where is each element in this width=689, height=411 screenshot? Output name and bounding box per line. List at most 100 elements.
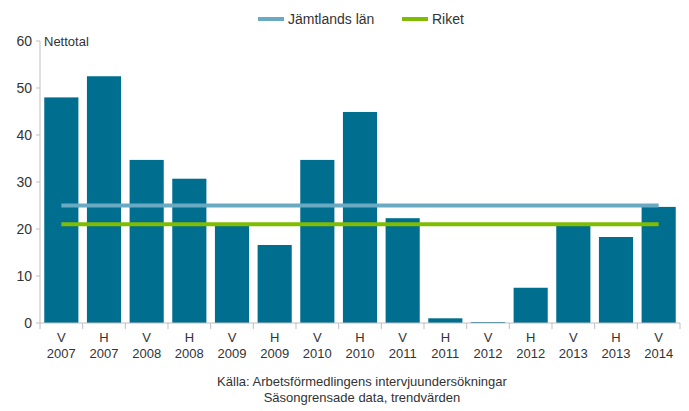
- reference-line: [61, 222, 658, 226]
- bar: [386, 218, 420, 323]
- x-separator: [296, 323, 297, 329]
- x-tick-label-line: 2014: [644, 346, 673, 361]
- x-tick-label-line: 2009: [218, 346, 247, 361]
- source-note: Säsongrensade data, trendvärden: [264, 390, 461, 405]
- x-axis: [40, 323, 680, 324]
- x-tick-label-line: H: [526, 330, 535, 345]
- x-tick-label-line: 2012: [516, 346, 545, 361]
- x-separator: [125, 323, 126, 329]
- bar: [556, 225, 590, 323]
- x-tick-label-line: V: [142, 330, 151, 345]
- x-tick-label: V2010: [303, 330, 332, 361]
- x-tick-label-line: 2008: [175, 346, 204, 361]
- x-tick-label-line: H: [270, 330, 279, 345]
- x-tick-label: H2013: [602, 330, 631, 361]
- x-tick-label-line: H: [355, 330, 364, 345]
- x-tick-label: V2008: [132, 330, 161, 361]
- bar: [514, 288, 548, 323]
- y-tick: [36, 182, 40, 183]
- x-tick-label-line: 2011: [389, 346, 417, 361]
- x-tick-label: H2009: [260, 330, 289, 361]
- x-tick-label: H2007: [90, 330, 119, 361]
- bar: [599, 237, 633, 323]
- x-tick-label-line: H: [99, 330, 108, 345]
- x-tick-label: V2013: [559, 330, 588, 361]
- y-tick-label: 10: [16, 268, 32, 284]
- x-tick-label-line: V: [228, 330, 237, 345]
- x-tick-label-line: 2011: [431, 346, 459, 361]
- y-axis-label: Nettotal: [44, 34, 89, 49]
- x-tick-label-line: 2010: [303, 346, 332, 361]
- y-tick: [36, 323, 40, 324]
- y-tick-label: 30: [16, 174, 32, 190]
- bar: [87, 76, 121, 323]
- x-tick-label: H2012: [516, 330, 545, 361]
- x-separator: [424, 323, 425, 329]
- bar: [130, 160, 164, 323]
- x-tick-label-line: V: [569, 330, 578, 345]
- y-tick-label: 20: [16, 221, 32, 237]
- x-tick-label-line: 2007: [47, 346, 76, 361]
- x-tick-label: H2011: [431, 330, 459, 361]
- x-tick-label-line: H: [185, 330, 194, 345]
- legend-swatch: [258, 17, 284, 21]
- x-separator: [168, 323, 169, 329]
- y-tick-label: 60: [16, 33, 32, 49]
- y-tick: [36, 135, 40, 136]
- legend-label: Riket: [432, 11, 464, 27]
- y-tick: [36, 276, 40, 277]
- x-tick-label: V2007: [47, 330, 76, 361]
- bar: [428, 318, 462, 323]
- x-separator: [253, 323, 254, 329]
- bar: [258, 245, 292, 323]
- y-tick-label: 40: [16, 127, 32, 143]
- reference-line: [61, 204, 658, 208]
- bar: [215, 225, 249, 323]
- x-tick-label-line: H: [611, 330, 620, 345]
- x-tick-label-line: H: [441, 330, 450, 345]
- legend-swatch: [402, 17, 428, 21]
- x-separator: [552, 323, 553, 329]
- bar: [343, 112, 377, 323]
- x-tick-label: H2010: [346, 330, 375, 361]
- y-tick-label: 50: [16, 80, 32, 96]
- x-separator: [82, 323, 83, 329]
- y-tick: [36, 229, 40, 230]
- bar: [44, 97, 78, 323]
- y-tick: [36, 88, 40, 89]
- bar: [172, 179, 206, 323]
- y-tick-label: 0: [24, 315, 32, 331]
- source-note: Källa: Arbetsförmedlingens intervjuunder…: [217, 374, 507, 389]
- x-tick-label: H2008: [175, 330, 204, 361]
- x-tick-label: V2009: [218, 330, 247, 361]
- x-separator: [509, 323, 510, 329]
- x-separator: [594, 323, 595, 329]
- x-tick-label-line: 2008: [132, 346, 161, 361]
- x-separator: [40, 323, 41, 329]
- x-tick-label: V2011: [389, 330, 417, 361]
- x-tick-label-line: V: [313, 330, 322, 345]
- x-tick-label: V2014: [644, 330, 673, 361]
- x-tick-label-line: 2007: [90, 346, 119, 361]
- bar: [300, 160, 334, 323]
- x-tick-label-line: V: [398, 330, 407, 345]
- x-tick-label-line: 2012: [474, 346, 503, 361]
- x-separator: [637, 323, 638, 329]
- x-tick-label-line: 2010: [346, 346, 375, 361]
- x-tick-label-line: V: [57, 330, 66, 345]
- y-tick: [36, 41, 40, 42]
- x-tick-label-line: V: [484, 330, 493, 345]
- x-separator: [466, 323, 467, 329]
- x-tick-label-line: 2013: [559, 346, 588, 361]
- x-tick-label-line: 2013: [602, 346, 631, 361]
- x-separator: [338, 323, 339, 329]
- x-separator: [210, 323, 211, 329]
- x-separator: [680, 323, 681, 329]
- legend-label: Jämtlands län: [288, 11, 374, 27]
- x-separator: [381, 323, 382, 329]
- x-tick-label: V2012: [474, 330, 503, 361]
- x-tick-label-line: 2009: [260, 346, 289, 361]
- x-tick-label-line: V: [654, 330, 663, 345]
- plot-marks: [44, 76, 675, 323]
- chart: 0102030405060NettotalV2007H2007V2008H200…: [0, 0, 689, 411]
